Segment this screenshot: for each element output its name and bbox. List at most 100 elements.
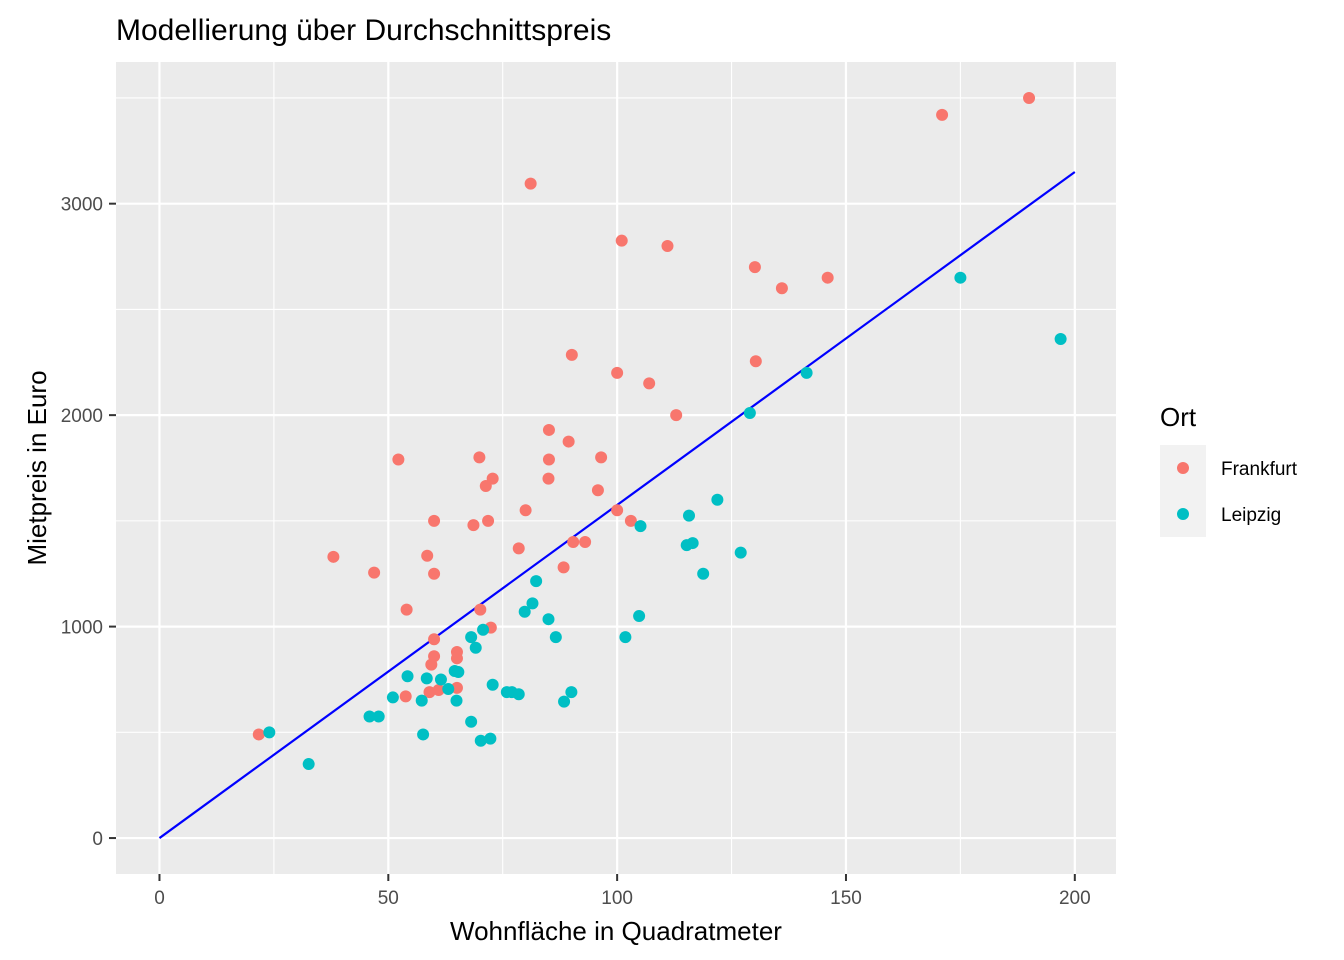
x-tick-label: 100 xyxy=(601,888,633,909)
data-points xyxy=(252,91,1067,771)
y-axis-title: Mietpreis in Euro xyxy=(22,370,52,565)
x-tick-label: 200 xyxy=(1059,888,1091,909)
data-point-frankfurt xyxy=(450,645,463,658)
data-point-frankfurt xyxy=(432,684,445,697)
data-point-frankfurt xyxy=(423,686,436,699)
data-point-leipzig xyxy=(477,623,490,636)
plot-panel xyxy=(116,62,1116,874)
data-point-leipzig xyxy=(526,597,539,610)
data-point-frankfurt xyxy=(474,603,487,616)
data-point-leipzig xyxy=(697,567,710,580)
data-point-frankfurt xyxy=(482,514,495,527)
data-point-frankfurt xyxy=(821,271,834,284)
data-point-leipzig xyxy=(954,271,967,284)
data-point-frankfurt xyxy=(615,234,628,247)
data-point-leipzig xyxy=(372,710,385,723)
x-axis: 0 50 100 150 200 xyxy=(154,874,1091,909)
data-point-frankfurt xyxy=(392,453,405,466)
x-tick-label: 150 xyxy=(830,888,862,909)
data-point-leipzig xyxy=(484,732,497,745)
data-point-leipzig xyxy=(469,641,482,654)
data-point-frankfurt xyxy=(399,690,412,703)
data-point-leipzig xyxy=(363,710,376,723)
data-point-leipzig xyxy=(1054,333,1067,346)
data-point-frankfurt xyxy=(542,453,555,466)
data-point-leipzig xyxy=(452,666,465,679)
data-point-leipzig xyxy=(420,672,433,685)
data-point-frankfurt xyxy=(624,514,637,527)
data-point-frankfurt xyxy=(519,504,532,517)
data-point-leipzig xyxy=(565,686,578,699)
data-point-frankfurt xyxy=(542,472,555,485)
data-point-leipzig xyxy=(442,682,455,695)
data-point-frankfurt xyxy=(368,566,381,579)
y-tick-label: 2000 xyxy=(61,406,103,427)
y-axis: 0 1000 2000 3000 xyxy=(61,195,116,850)
data-point-frankfurt xyxy=(775,282,788,295)
data-point-frankfurt xyxy=(400,603,413,616)
data-point-leipzig xyxy=(558,695,571,708)
legend-marker-frankfurt xyxy=(1177,462,1189,474)
data-point-leipzig xyxy=(682,509,695,522)
data-point-frankfurt xyxy=(661,239,674,252)
data-point-leipzig xyxy=(800,366,813,379)
data-point-leipzig xyxy=(530,575,543,588)
data-point-leipzig xyxy=(619,631,632,644)
data-point-frankfurt xyxy=(670,409,683,422)
data-point-frankfurt xyxy=(252,728,265,741)
data-point-leipzig xyxy=(465,715,478,728)
data-point-leipzig xyxy=(263,726,276,739)
y-tick-label: 0 xyxy=(92,829,103,850)
y-tick-label: 3000 xyxy=(61,195,103,216)
data-point-frankfurt xyxy=(611,504,624,517)
data-point-frankfurt xyxy=(748,261,761,274)
data-point-frankfurt xyxy=(473,451,486,464)
minor-gridlines xyxy=(116,62,1116,874)
data-point-frankfurt xyxy=(428,567,441,580)
data-point-frankfurt xyxy=(428,650,441,663)
data-point-frankfurt xyxy=(567,536,580,549)
data-point-frankfurt xyxy=(512,542,525,555)
data-point-frankfurt xyxy=(611,366,624,379)
data-point-frankfurt xyxy=(327,550,340,563)
legend-title: Ort xyxy=(1160,402,1197,432)
data-point-frankfurt xyxy=(428,514,441,527)
legend: Ort Frankfurt Leipzig xyxy=(1160,402,1298,537)
data-point-leipzig xyxy=(734,546,747,559)
data-point-frankfurt xyxy=(486,472,499,485)
data-point-frankfurt xyxy=(565,348,578,361)
data-point-frankfurt xyxy=(542,423,555,436)
data-point-leipzig xyxy=(415,694,428,707)
x-tick-label: 50 xyxy=(378,888,399,909)
data-point-frankfurt xyxy=(579,536,592,549)
data-point-leipzig xyxy=(549,631,562,644)
major-gridlines xyxy=(116,62,1116,874)
data-point-leipzig xyxy=(386,691,399,704)
data-point-frankfurt xyxy=(562,435,575,448)
data-point-frankfurt xyxy=(595,451,608,464)
data-point-frankfurt xyxy=(524,177,537,190)
data-point-frankfurt xyxy=(428,633,441,646)
data-point-leipzig xyxy=(633,610,646,623)
data-point-leipzig xyxy=(542,613,555,626)
data-point-frankfurt xyxy=(936,108,949,121)
x-tick-label: 0 xyxy=(154,888,165,909)
legend-label-frankfurt: Frankfurt xyxy=(1221,459,1298,480)
data-point-leipzig xyxy=(417,728,430,741)
data-point-frankfurt xyxy=(421,549,434,562)
chart-title: Modellierung über Durchschnittspreis xyxy=(116,14,611,47)
data-point-leipzig xyxy=(434,673,447,686)
data-point-leipzig xyxy=(686,537,699,550)
data-point-frankfurt xyxy=(467,519,480,532)
data-point-leipzig xyxy=(474,734,487,747)
legend-marker-leipzig xyxy=(1177,508,1189,520)
y-tick-label: 1000 xyxy=(61,618,103,639)
data-point-leipzig xyxy=(634,520,647,533)
data-point-leipzig xyxy=(401,670,414,683)
data-point-frankfurt xyxy=(749,355,762,368)
data-point-leipzig xyxy=(450,694,463,707)
data-point-frankfurt xyxy=(591,484,604,497)
data-point-frankfurt xyxy=(643,377,656,390)
data-point-leipzig xyxy=(486,678,499,691)
